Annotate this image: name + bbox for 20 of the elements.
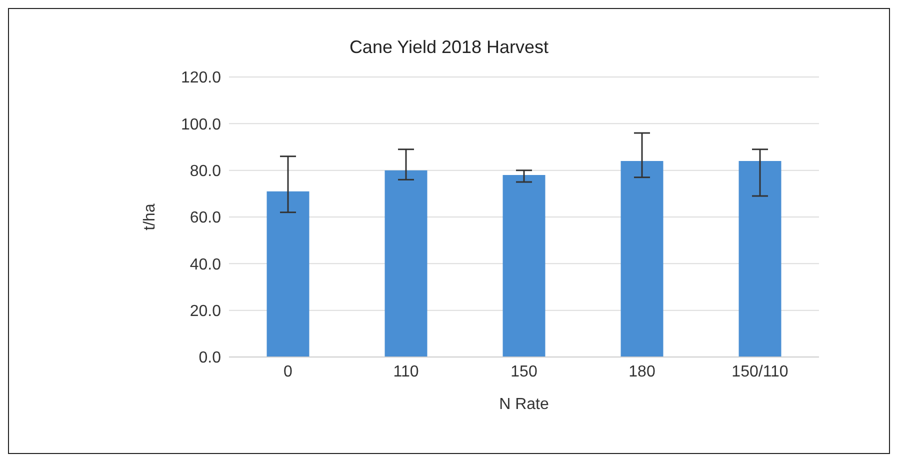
y-tick-label: 20.0 (190, 303, 222, 320)
x-tick-label: 0 (284, 363, 293, 380)
bar (738, 161, 782, 357)
chart-title: Cane Yield 2018 Harvest (348, 37, 550, 58)
bar (384, 170, 428, 357)
x-tick-label: 180 (628, 363, 656, 380)
x-tick-label: 110 (393, 363, 419, 380)
bar (266, 191, 310, 357)
y-axis-title: t/ha (142, 204, 159, 230)
y-tick-label: 40.0 (190, 256, 222, 274)
y-tick-label: 0.0 (198, 350, 222, 367)
bar (620, 161, 664, 357)
x-tick-label: 150 (510, 363, 538, 380)
y-tick-label: 120.0 (180, 70, 222, 87)
x-axis-title: N Rate (499, 396, 549, 413)
y-tick-label: 80.0 (190, 163, 222, 180)
x-tick-label: 150/110 (732, 363, 788, 380)
y-tick-label: 60.0 (190, 210, 222, 227)
y-tick-label: 100.0 (180, 116, 222, 134)
bar (502, 175, 546, 357)
